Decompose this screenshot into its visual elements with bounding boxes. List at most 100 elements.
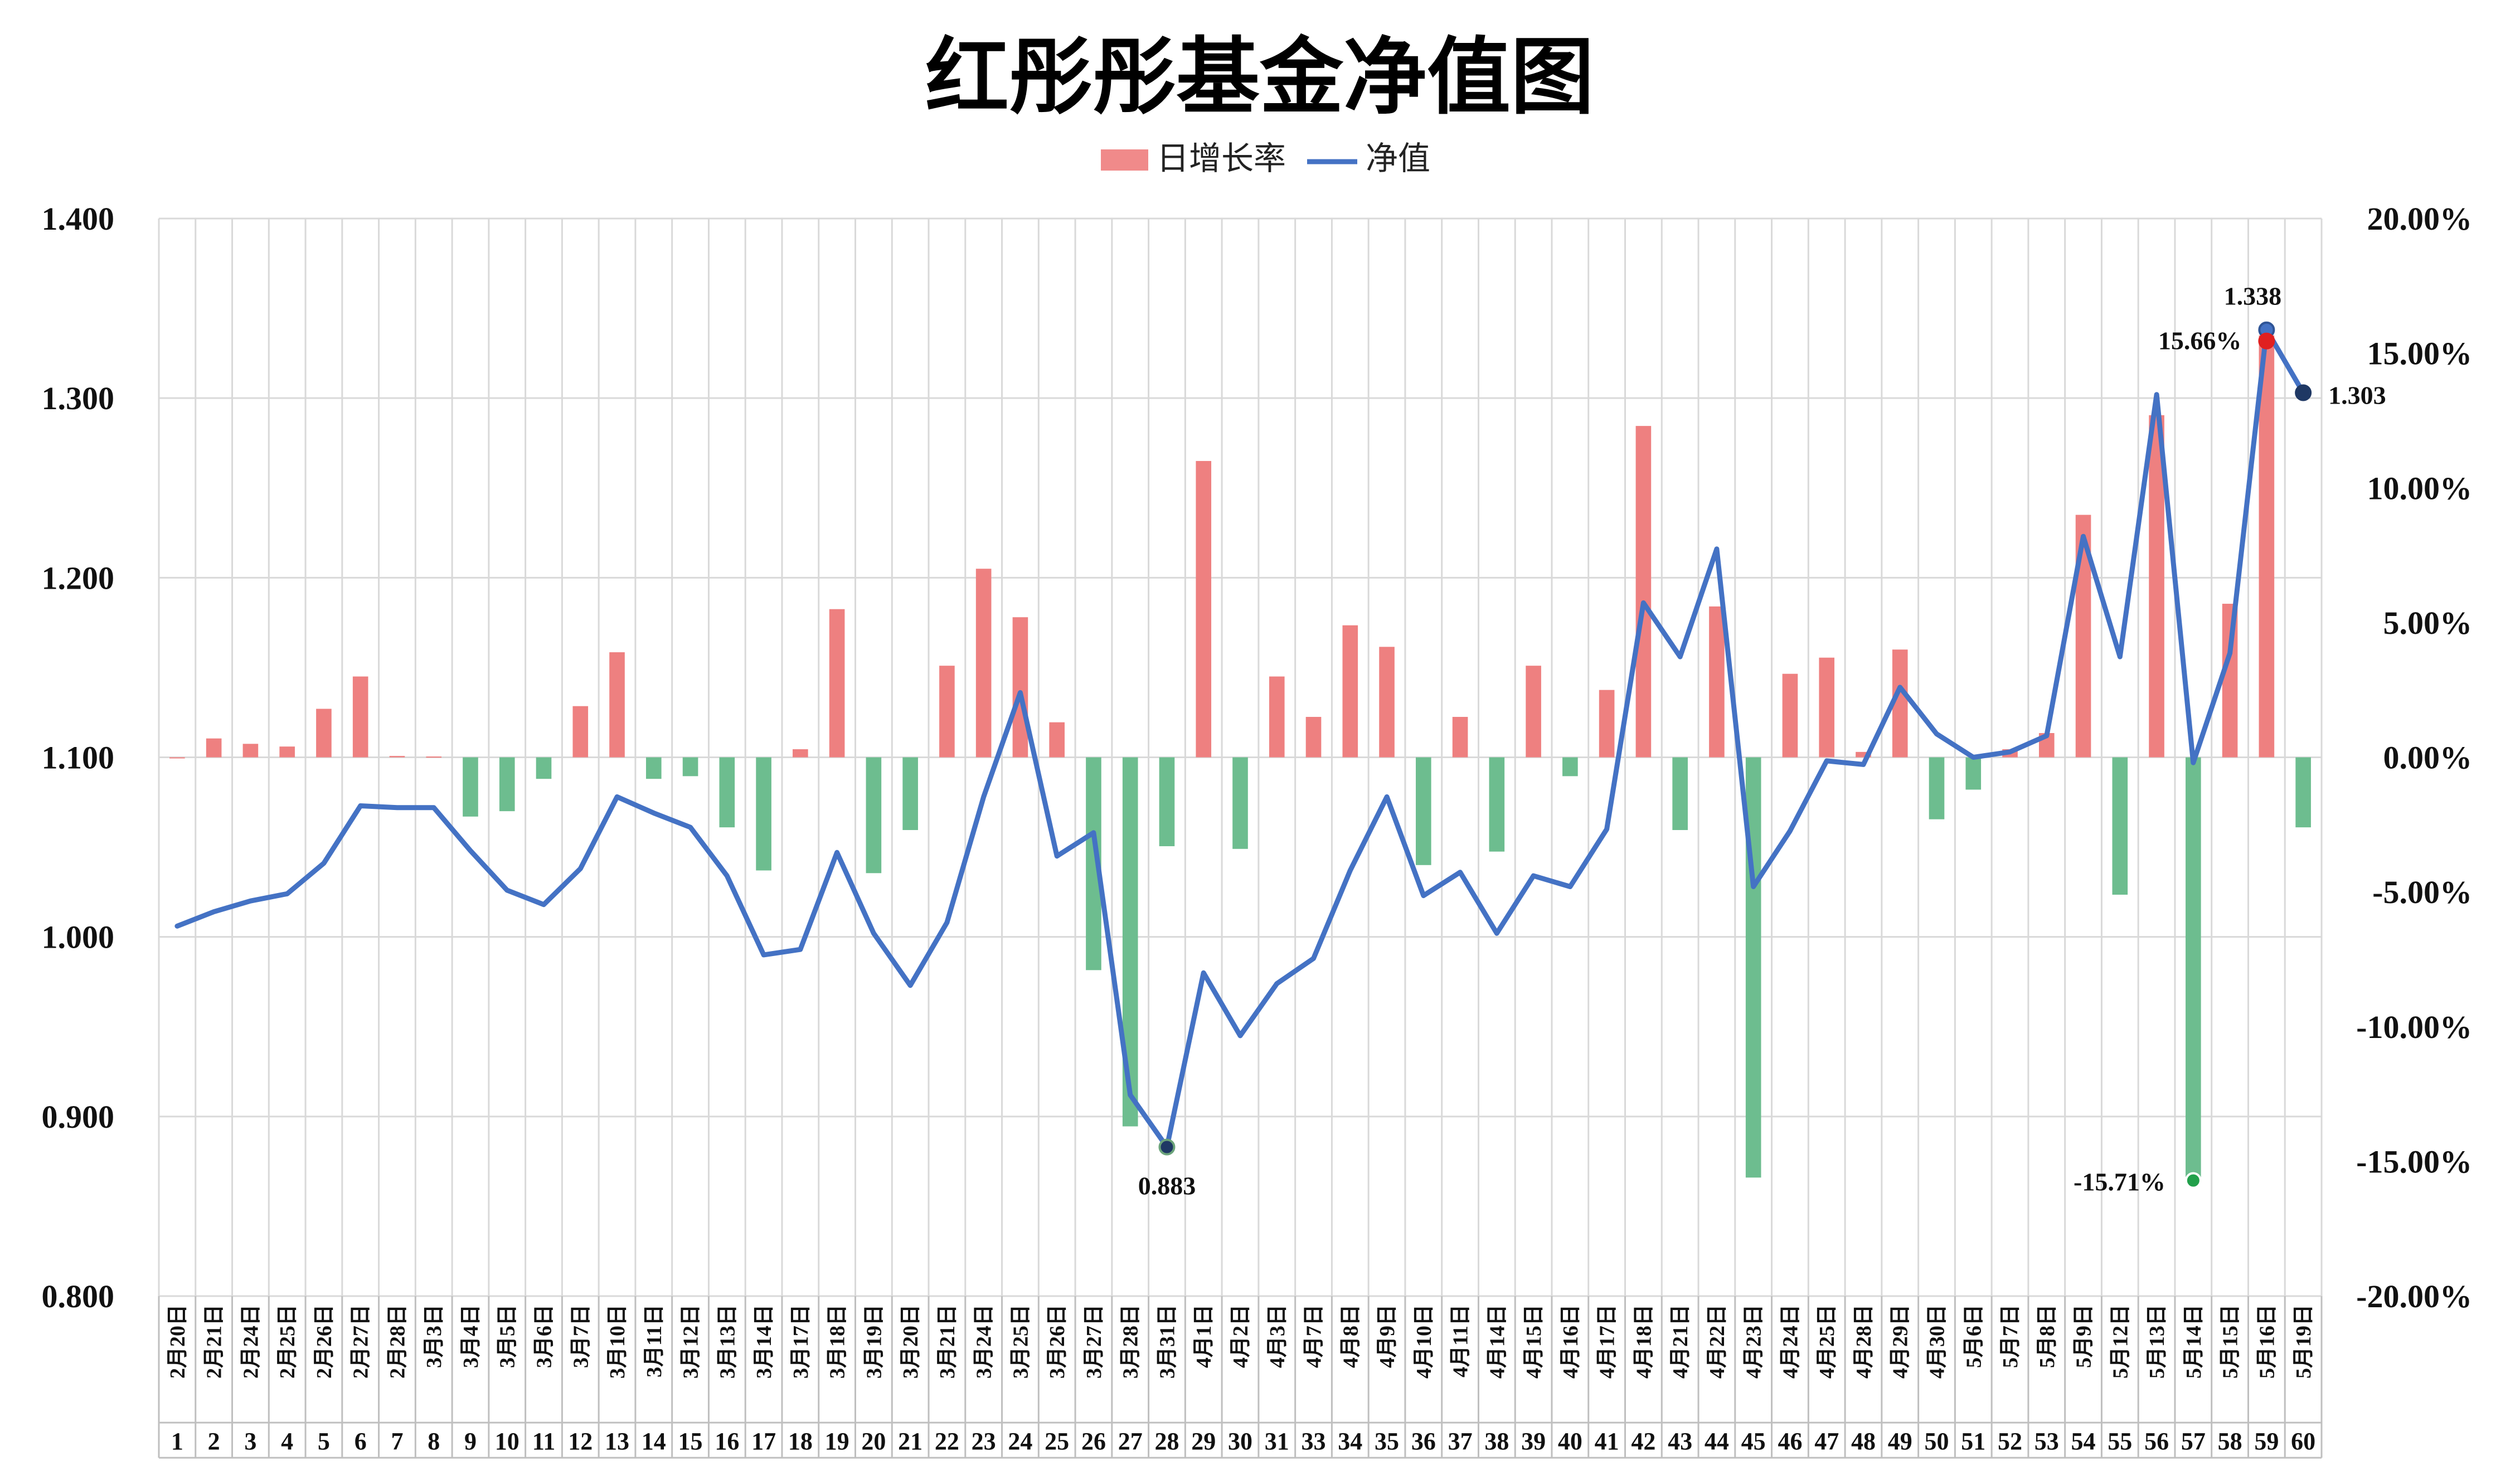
growth-bar (426, 756, 442, 758)
growth-bar (2112, 757, 2128, 895)
x-index-label: 23 (972, 1428, 996, 1455)
x-date-label: 3月31日 (1155, 1304, 1179, 1379)
growth-bar (866, 757, 882, 874)
x-date-label: 4月18日 (1632, 1304, 1655, 1379)
x-date-label: 4月3日 (1266, 1304, 1289, 1368)
x-date-label: 3月14日 (752, 1304, 776, 1379)
x-date-label: 4月17日 (1596, 1304, 1619, 1379)
growth-bar (169, 757, 185, 759)
y-right-tick: -10.00% (2356, 1009, 2472, 1045)
growth-bar (1012, 617, 1028, 758)
y-right-tick: 5.00% (2383, 605, 2473, 641)
x-date-label: 5月6日 (1962, 1304, 1985, 1368)
growth-bar (1342, 625, 1358, 758)
x-date-label: 4月15日 (1522, 1304, 1546, 1379)
data-marker (2184, 1172, 2202, 1189)
growth-bar (975, 569, 992, 758)
x-index-label: 19 (825, 1428, 849, 1455)
growth-bar (756, 757, 771, 871)
x-date-label: 2月24日 (239, 1304, 263, 1379)
legend-label: 净值 (1366, 139, 1430, 177)
x-index-label: 43 (1668, 1428, 1692, 1455)
x-date-label: 5月13日 (2145, 1304, 2169, 1379)
x-date-label: 3月17日 (789, 1304, 813, 1379)
data-label: 1.338 (2224, 282, 2282, 311)
growth-bar (793, 749, 808, 758)
nav-line (174, 327, 2306, 1150)
x-date-label: 3月27日 (1082, 1304, 1106, 1379)
x-index-label: 47 (1814, 1428, 1839, 1455)
x-index-label: 34 (1338, 1428, 1362, 1455)
x-date-label: 4月1日 (1192, 1304, 1216, 1368)
x-index-label: 35 (1375, 1428, 1399, 1455)
x-date-label: 3月10日 (606, 1304, 629, 1379)
x-index-label: 26 (1081, 1428, 1106, 1455)
x-index-label: 7 (391, 1428, 403, 1455)
x-date-label: 4月14日 (1485, 1304, 1509, 1379)
x-date-label: 5月15日 (2219, 1304, 2242, 1379)
x-index-label: 30 (1228, 1428, 1252, 1455)
growth-bar (1379, 647, 1395, 758)
x-date-label: 3月6日 (533, 1304, 556, 1368)
x-date-label: 3月21日 (936, 1304, 959, 1379)
growth-bar (1159, 757, 1175, 846)
x-index-label: 44 (1705, 1428, 1729, 1455)
growth-bar (2295, 757, 2311, 828)
x-date-label: 2月25日 (276, 1304, 299, 1379)
x-index-label: 6 (355, 1428, 367, 1455)
growth-bar (2259, 335, 2275, 758)
x-index-label: 11 (532, 1428, 556, 1455)
x-index-label: 37 (1448, 1428, 1473, 1455)
x-date-label: 3月11日 (643, 1304, 666, 1377)
growth-bars (169, 335, 2311, 1181)
x-index-label: 54 (2071, 1428, 2096, 1455)
x-index-label: 59 (2254, 1428, 2279, 1455)
x-date-label: 3月24日 (973, 1304, 996, 1379)
x-date-label: 3月20日 (899, 1304, 922, 1379)
growth-bar (1562, 757, 1578, 777)
x-index-label: 12 (568, 1428, 593, 1455)
growth-bar (1232, 757, 1248, 849)
x-index-label: 10 (495, 1428, 519, 1455)
y-left-tick: 1.000 (42, 919, 115, 955)
x-date-label: 3月26日 (1046, 1304, 1069, 1379)
y-left-tick: 1.400 (42, 201, 115, 237)
x-index-label: 38 (1484, 1428, 1509, 1455)
growth-bar (1526, 666, 1541, 758)
annotations: 0.883 1.338 1.303 15.66% -15.71% (1138, 282, 2386, 1200)
growth-bar (1269, 676, 1285, 758)
data-label: 15.66% (2158, 327, 2242, 355)
nav-line-group (174, 327, 2306, 1150)
growth-bar (352, 676, 368, 758)
x-date-label: 4月11日 (1449, 1304, 1473, 1377)
x-date-label: 3月19日 (862, 1304, 886, 1379)
x-date-label: 2月26日 (313, 1304, 336, 1379)
x-date-label: 4月2日 (1229, 1304, 1252, 1368)
x-date-label: 2月20日 (166, 1304, 190, 1379)
x-index-label: 14 (642, 1428, 666, 1455)
legend-label: 日增长率 (1157, 139, 1286, 177)
x-index-label: 33 (1302, 1428, 1326, 1455)
x-index-label: 46 (1778, 1428, 1802, 1455)
y-left-tick: 1.100 (42, 740, 115, 776)
x-index-label: 4 (281, 1428, 293, 1455)
growth-bar (682, 757, 698, 777)
growth-bar (1305, 717, 1322, 758)
x-index-label: 5 (318, 1428, 330, 1455)
x-date-label: 4月28日 (1852, 1304, 1876, 1379)
x-date-label: 3月12日 (679, 1304, 703, 1379)
growth-bar (279, 746, 295, 758)
x-date-label: 3月18日 (826, 1304, 849, 1379)
x-index-label: 56 (2144, 1428, 2169, 1455)
x-index-label: 42 (1631, 1428, 1655, 1455)
growth-bar (829, 609, 845, 758)
x-date-label: 4月24日 (1779, 1304, 1802, 1379)
growth-bar (572, 706, 589, 758)
y-right-tick: -15.00% (2356, 1143, 2472, 1180)
growth-bar (1452, 717, 1468, 758)
chart-title: 红彤彤基金净值图 (925, 28, 1594, 126)
growth-bar (1635, 426, 1652, 758)
x-date-label: 2月21日 (203, 1304, 226, 1379)
growth-bar (609, 652, 625, 758)
